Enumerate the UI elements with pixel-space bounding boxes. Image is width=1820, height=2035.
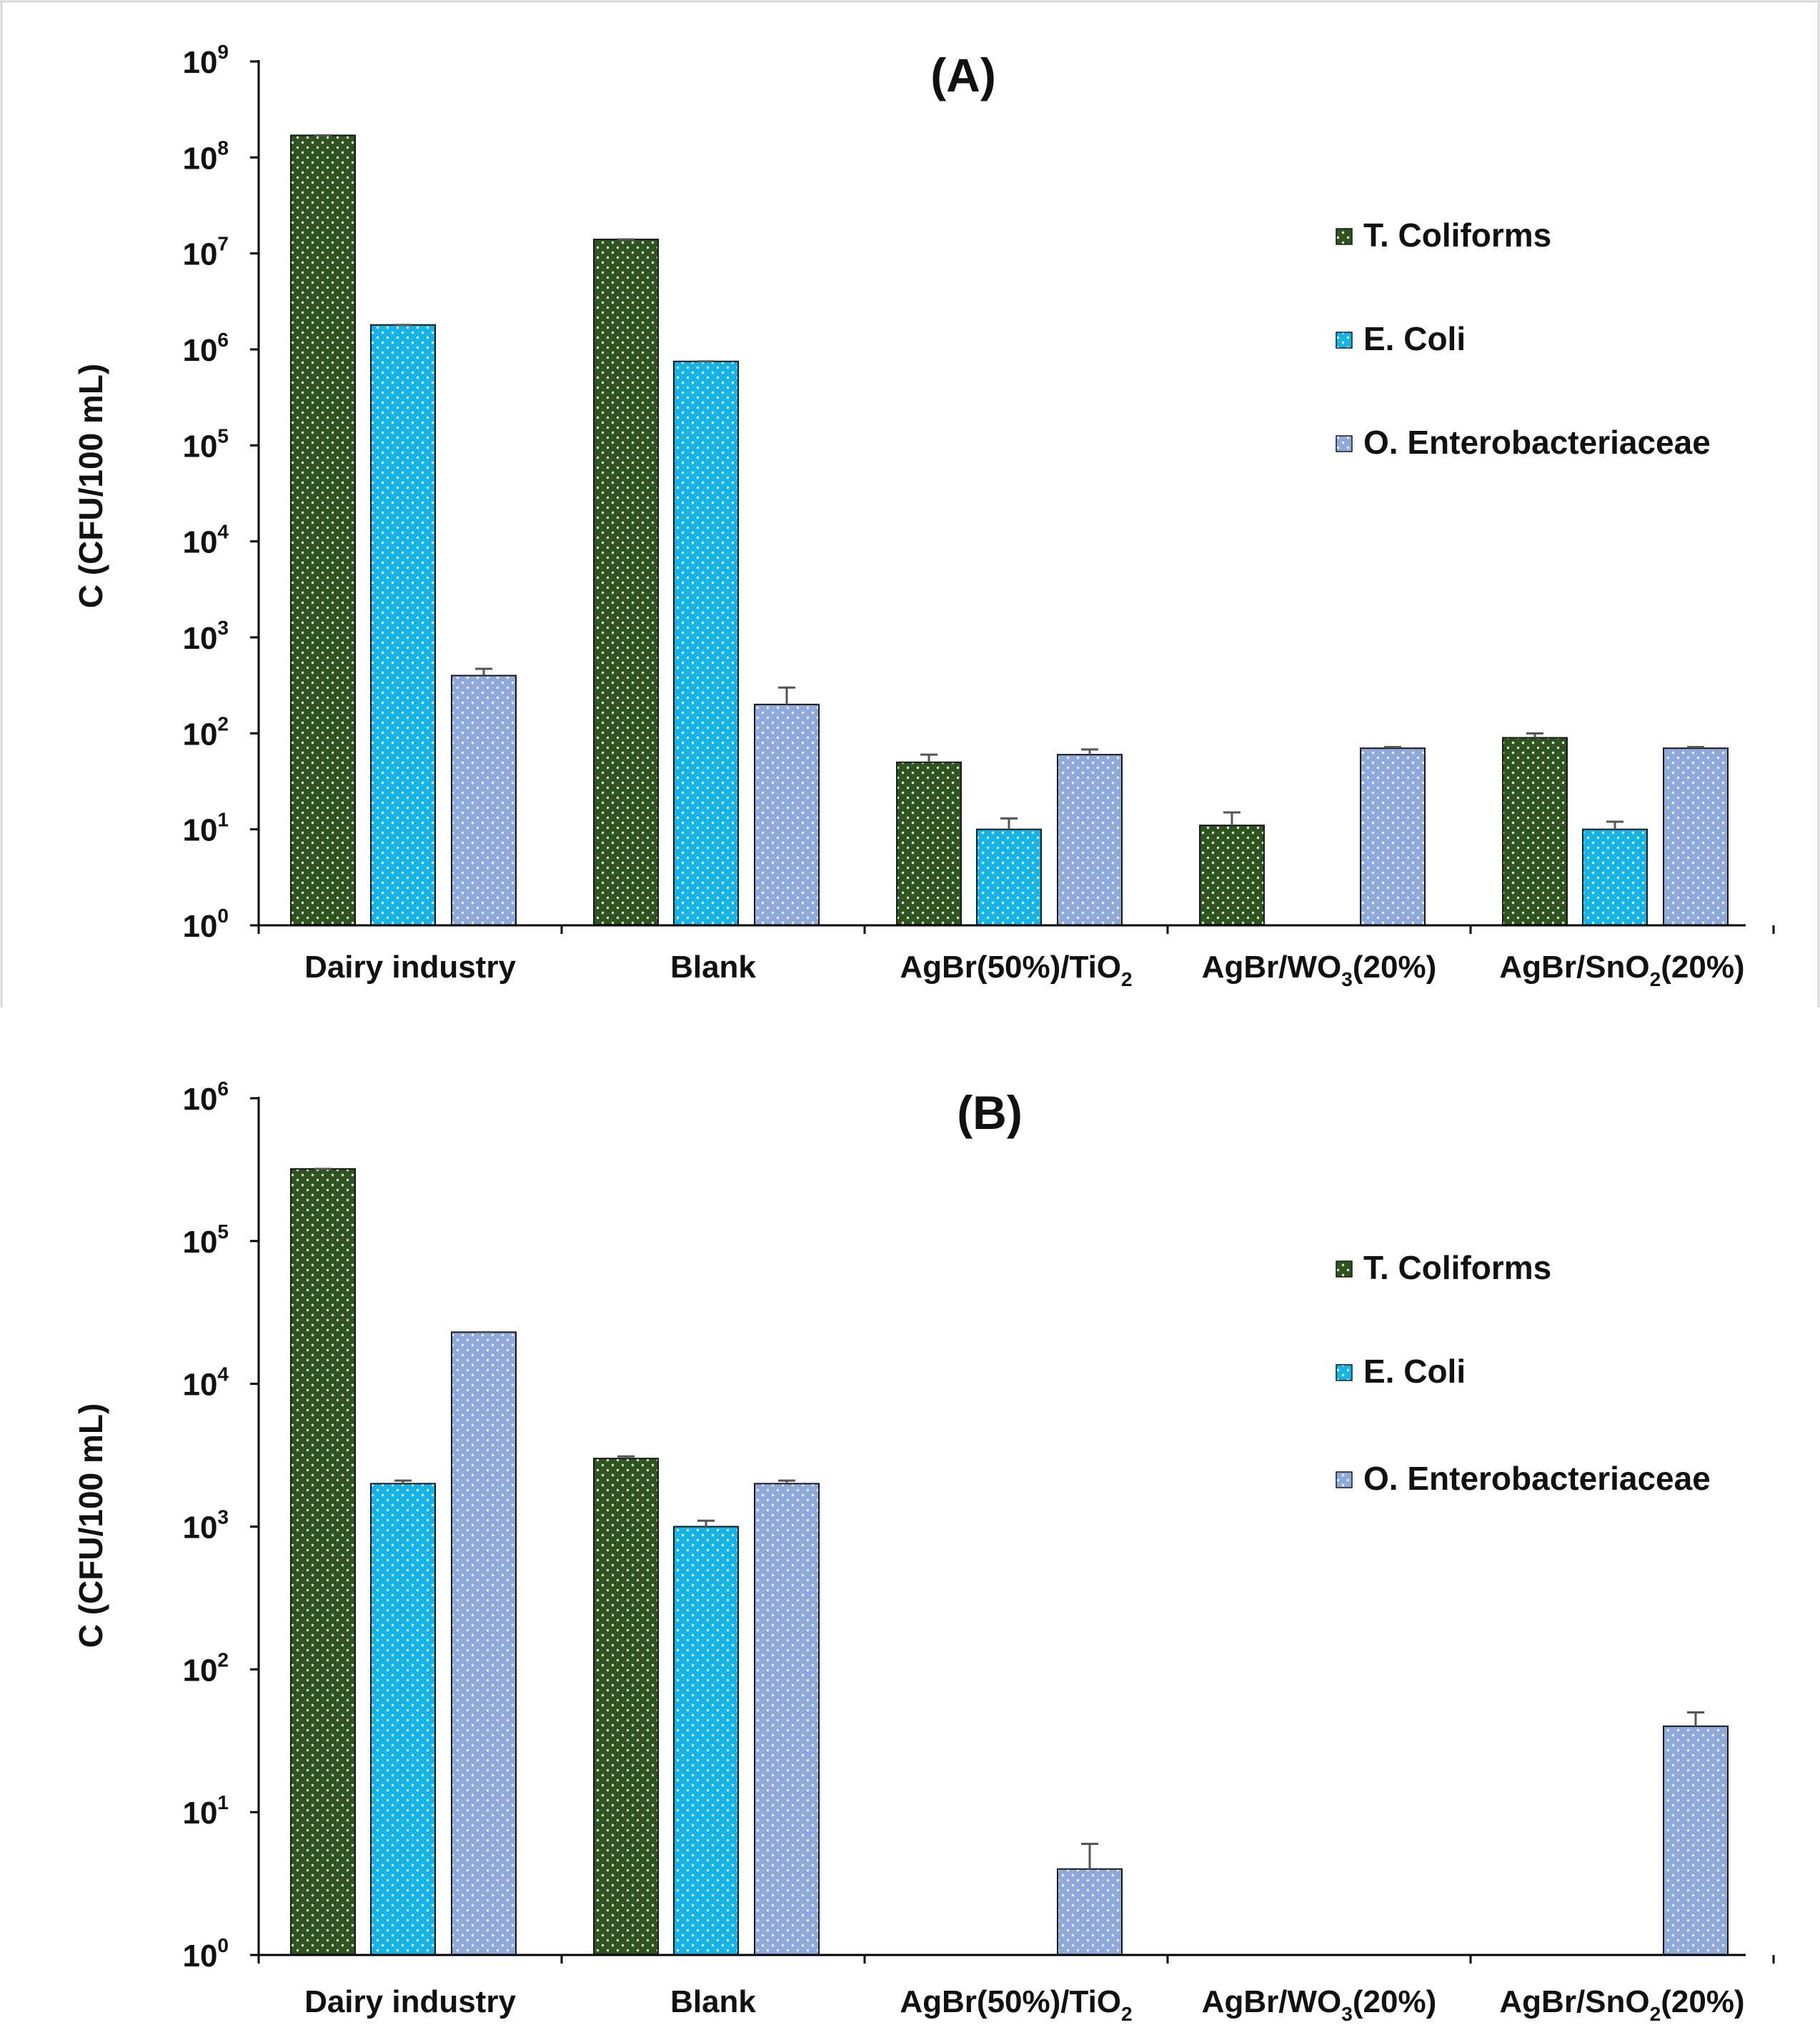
bar-o-enterobacteriaceae-blank [754,1483,820,1956]
y-tick-label-6: 106 [182,329,229,368]
bar-e-coli-blank [673,360,739,926]
x-tick-label-agbr-wo3-20: AgBr/WO3(20%) [1202,950,1436,990]
y-tick-label-5: 105 [182,1220,229,1260]
legend-label-o-enterobacteriaceae: O. Enterobacteriaceae [1363,1460,1711,1497]
legend-swatch-t-coliforms [1336,1260,1353,1278]
y-tick-label-1: 101 [182,809,229,848]
bar-o-enterobacteriaceae-dairy-industry [451,675,517,926]
y-tick-label-6: 106 [182,1078,229,1117]
y-axis-label: C (CFU/100 mL) [72,364,109,608]
bar-o-enterobacteriaceae-agbr-wo3-20 [1360,747,1426,927]
chart-title: (B) [957,1086,1023,1139]
bar-e-coli-agbr-sno2-20 [1582,828,1648,926]
chart-a-svg: (A) C (CFU/100 mL) 100 101 102 103 104 105 106 10… [0,0,1820,1007]
x-tick-label-blank: Blank [670,950,756,985]
x-tick-label-agbr-50-tio2: AgBr(50%)/TiO2 [900,950,1132,990]
bar-t-coliforms-agbr-wo3-20 [1199,825,1265,926]
y-tick-label-7: 107 [182,233,229,272]
bar-e-coli-agbr-50-tio2 [976,828,1042,926]
bar-o-enterobacteriaceae-agbr-sno2-20 [1663,747,1729,927]
x-tick-label-agbr-50-tio2: AgBr(50%)/TiO2 [900,1984,1132,2025]
y-tick-label-3: 103 [182,617,229,656]
bar-o-enterobacteriaceae-agbr-50-tio2 [1057,1868,1123,1956]
legend-swatch-o-enterobacteriaceae [1336,1471,1353,1488]
bar-t-coliforms-agbr-sno2-20 [1502,737,1568,926]
x-tick-label-agbr-wo3-20: AgBr/WO3(20%) [1202,1984,1436,2025]
y-tick-label-2: 102 [182,1648,229,1688]
bar-t-coliforms-dairy-industry [290,134,356,927]
y-tick-label-2: 102 [182,712,229,752]
x-tick-label-dairy-industry: Dairy industry [304,950,516,985]
legend-swatch-t-coliforms [1336,228,1353,245]
x-tick-label-agbr-sno2-20: AgBr/SnO2(20%) [1499,950,1744,990]
y-tick-label-4: 104 [182,1363,229,1403]
x-tick-label-dairy-industry: Dairy industry [304,1984,516,2019]
y-tick-label-9: 109 [182,41,229,80]
y-tick-label-4: 104 [182,521,229,560]
legend-label-t-coliforms: T. Coliforms [1363,217,1551,254]
y-tick-label-5: 105 [182,424,229,464]
x-tick-label-blank: Blank [670,1984,756,2019]
bar-t-coliforms-agbr-50-tio2 [896,761,962,927]
y-tick-label-3: 103 [182,1506,229,1546]
legend-swatch-o-enterobacteriaceae [1336,435,1353,452]
bar-o-enterobacteriaceae-agbr-sno2-20 [1663,1725,1729,1956]
bar-o-enterobacteriaceae-agbr-50-tio2 [1057,754,1123,926]
y-tick-label-0: 100 [182,905,229,944]
bar-t-coliforms-dairy-industry [290,1168,356,1956]
chart-panel-a: (A) C (CFU/100 mL) 100 101 102 103 104 105 106 10… [0,0,1820,1007]
bar-o-enterobacteriaceae-blank [754,703,820,926]
bar-t-coliforms-blank [593,1458,659,1956]
x-tick-label-agbr-sno2-20: AgBr/SnO2(20%) [1499,1984,1744,2025]
bar-o-enterobacteriaceae-dairy-industry [451,1331,517,1956]
y-tick-label-1: 101 [182,1791,229,1831]
chart-title: (A) [930,49,996,101]
y-tick-label-0: 100 [182,1934,229,1974]
legend-label-o-enterobacteriaceae: O. Enterobacteriaceae [1363,424,1711,461]
legend-label-e-coli: E. Coli [1363,320,1466,357]
legend-swatch-e-coli [1336,1364,1353,1381]
legend-label-t-coliforms: T. Coliforms [1363,1249,1551,1286]
bar-t-coliforms-blank [593,239,659,926]
legend-label-e-coli: E. Coli [1363,1353,1466,1390]
chart-b-svg: (B) C (CFU/100 mL) 100 101 102 103 104 105 106 Da… [72,1078,1775,2025]
y-axis-label: C (CFU/100 mL) [72,1403,109,1648]
bar-e-coli-dairy-industry [370,324,436,927]
bar-e-coli-blank [673,1526,739,1956]
y-tick-label-8: 108 [182,136,229,176]
legend-swatch-e-coli [1336,332,1353,349]
chart-panel-b: (B) C (CFU/100 mL) 100 101 102 103 104 105 106 Da… [0,1033,1820,2035]
bar-e-coli-dairy-industry [370,1483,436,1956]
